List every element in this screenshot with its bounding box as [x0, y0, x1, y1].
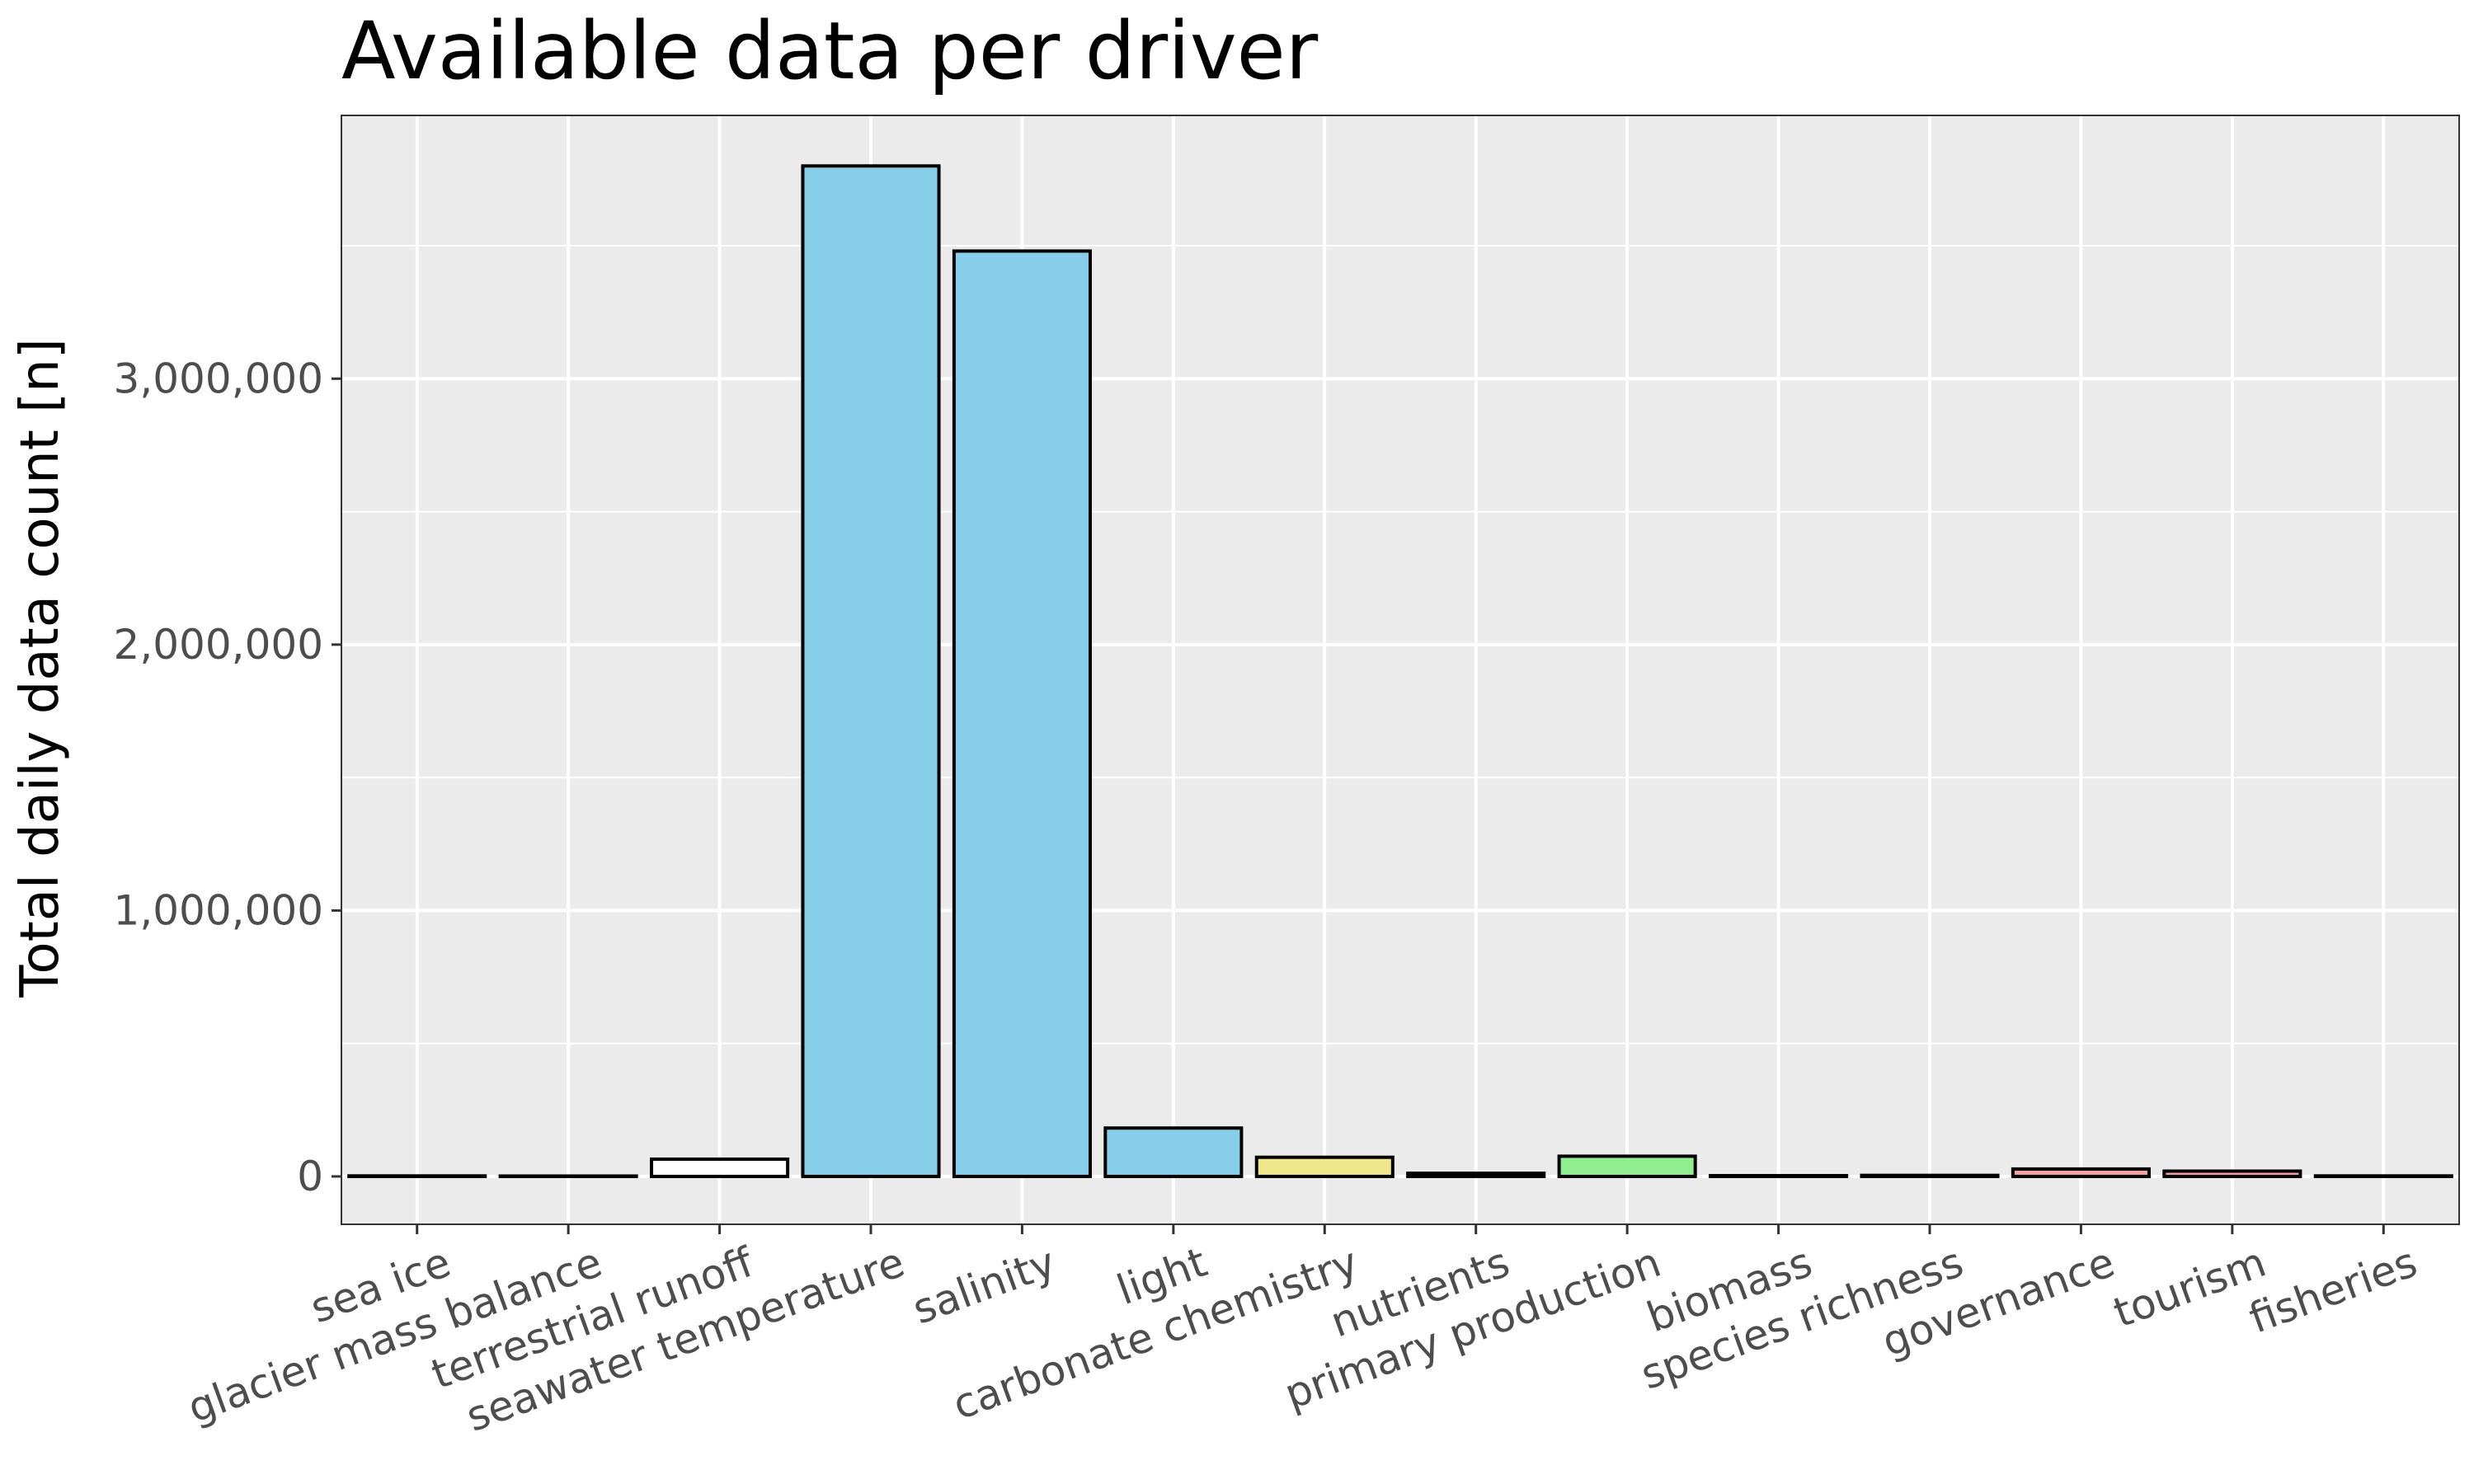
- y-axis-ticks: 0 1,000,000 2,000,000 3,000,000: [114, 355, 341, 1200]
- bar: [1406, 1172, 1546, 1178]
- x-tick-label: fisheries: [2243, 1238, 2423, 1343]
- bar: [1103, 1126, 1244, 1178]
- bar: [2162, 1169, 2302, 1178]
- x-tick-label: salinity: [906, 1238, 1061, 1334]
- panel-border: [341, 115, 2460, 1225]
- y-axis-label: Total daily data count [n]: [10, 338, 71, 998]
- bar: [1254, 1155, 1395, 1178]
- bar: [2011, 1167, 2151, 1178]
- y-tick-label: 3,000,000: [114, 355, 323, 402]
- y-tick-label: 1,000,000: [114, 886, 323, 934]
- bar: [801, 164, 941, 1178]
- panel-background: [341, 115, 2459, 1224]
- chart-title: Available data per driver: [341, 5, 1319, 97]
- bar: [650, 1157, 790, 1178]
- bars: [341, 115, 2460, 1225]
- plot-panel: [341, 115, 2459, 1224]
- x-tick-label: tourism: [2108, 1238, 2272, 1337]
- bar: [1557, 1154, 1697, 1178]
- y-tick-label: 2,000,000: [114, 621, 323, 669]
- y-tick-label: 0: [297, 1153, 323, 1200]
- bar: [952, 249, 1092, 1178]
